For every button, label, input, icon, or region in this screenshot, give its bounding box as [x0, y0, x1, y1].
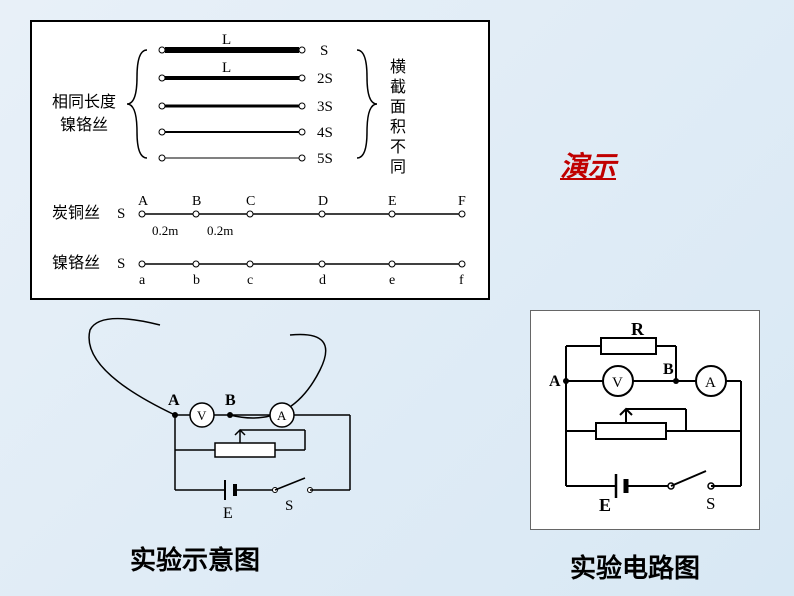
char-tong: 同	[390, 159, 406, 176]
resistor-icon	[601, 338, 656, 354]
svg-text:C: C	[246, 194, 255, 209]
svg-text:S: S	[285, 498, 293, 514]
svg-text:A: A	[277, 408, 287, 423]
svg-text:4S: 4S	[317, 125, 333, 141]
svg-text:c: c	[247, 273, 253, 288]
svg-text:E: E	[223, 505, 233, 522]
svg-text:L: L	[222, 32, 231, 48]
svg-text:F: F	[458, 194, 466, 209]
schematic-right-svg: R A B V A E S	[531, 311, 761, 531]
label-same-length: 相同长度	[52, 93, 116, 111]
char-hen: 横	[390, 58, 406, 76]
char-bu: 不	[390, 139, 406, 156]
svg-text:d: d	[319, 273, 326, 288]
brace-right	[357, 50, 377, 158]
schematic-left-svg: A B V A E S	[60, 310, 420, 530]
wire-row-2: L 2S	[159, 60, 333, 87]
svg-text:E: E	[599, 495, 611, 515]
rheostat-icon-r	[596, 423, 666, 439]
svg-text:S: S	[706, 494, 715, 513]
wire-row-1: L S	[159, 32, 328, 59]
nicr-wire: a b c d e f	[139, 261, 465, 288]
svg-text:R: R	[631, 319, 645, 339]
wire-row-5: 5S	[159, 151, 333, 167]
label-nicr2: 镍铬丝	[52, 253, 100, 272]
label-S2: S	[117, 256, 125, 272]
svg-text:D: D	[318, 194, 328, 209]
switch-icon-r	[671, 471, 706, 486]
svg-text:2S: 2S	[317, 71, 333, 87]
svg-text:B: B	[663, 361, 674, 378]
caption-left: 实验示意图	[130, 540, 260, 577]
svg-text:b: b	[193, 273, 200, 288]
wire-row-4: 4S	[159, 125, 333, 141]
char-mian: 面	[390, 99, 406, 116]
svg-text:A: A	[168, 392, 180, 409]
svg-text:A: A	[705, 375, 716, 391]
rheostat-icon	[215, 443, 275, 457]
wire-svg: 相同长度 镍铬丝 横 截 面 积 不 同 L S L 2S 3S 4S 5S 炭…	[32, 22, 492, 302]
svg-text:0.2m: 0.2m	[152, 223, 178, 238]
wire-row-3: 3S	[159, 99, 333, 115]
svg-text:5S: 5S	[317, 151, 333, 167]
svg-text:3S: 3S	[317, 99, 333, 115]
svg-text:V: V	[612, 375, 623, 391]
switch-icon	[275, 478, 305, 490]
svg-text:B: B	[192, 194, 201, 209]
char-ji: 积	[390, 118, 406, 136]
char-jie: 截	[390, 78, 406, 96]
svg-text:S: S	[320, 43, 328, 59]
label-carbon: 炭铜丝	[52, 204, 100, 222]
svg-text:B: B	[225, 392, 236, 409]
svg-text:E: E	[388, 194, 397, 209]
svg-text:e: e	[389, 273, 395, 288]
brace-left	[127, 50, 147, 158]
caption-right: 实验电路图	[570, 548, 700, 585]
carbon-wire: A B C D E F 0.2m 0.2m	[138, 194, 466, 238]
label-nicr1: 镍铬丝	[60, 115, 108, 134]
svg-text:L: L	[222, 60, 231, 76]
wire-comparison-diagram: 相同长度 镍铬丝 横 截 面 积 不 同 L S L 2S 3S 4S 5S 炭…	[30, 20, 490, 300]
schematic-left: A B V A E S	[60, 310, 420, 530]
svg-text:0.2m: 0.2m	[207, 223, 233, 238]
svg-text:a: a	[139, 273, 146, 288]
probe-wire-a	[89, 319, 175, 415]
schematic-right: R A B V A E S	[530, 310, 760, 530]
svg-text:f: f	[459, 273, 464, 288]
demo-link[interactable]: 演示	[560, 145, 616, 185]
svg-text:V: V	[197, 408, 207, 423]
label-S1: S	[117, 206, 125, 222]
svg-text:A: A	[138, 194, 149, 209]
svg-text:A: A	[549, 373, 561, 390]
